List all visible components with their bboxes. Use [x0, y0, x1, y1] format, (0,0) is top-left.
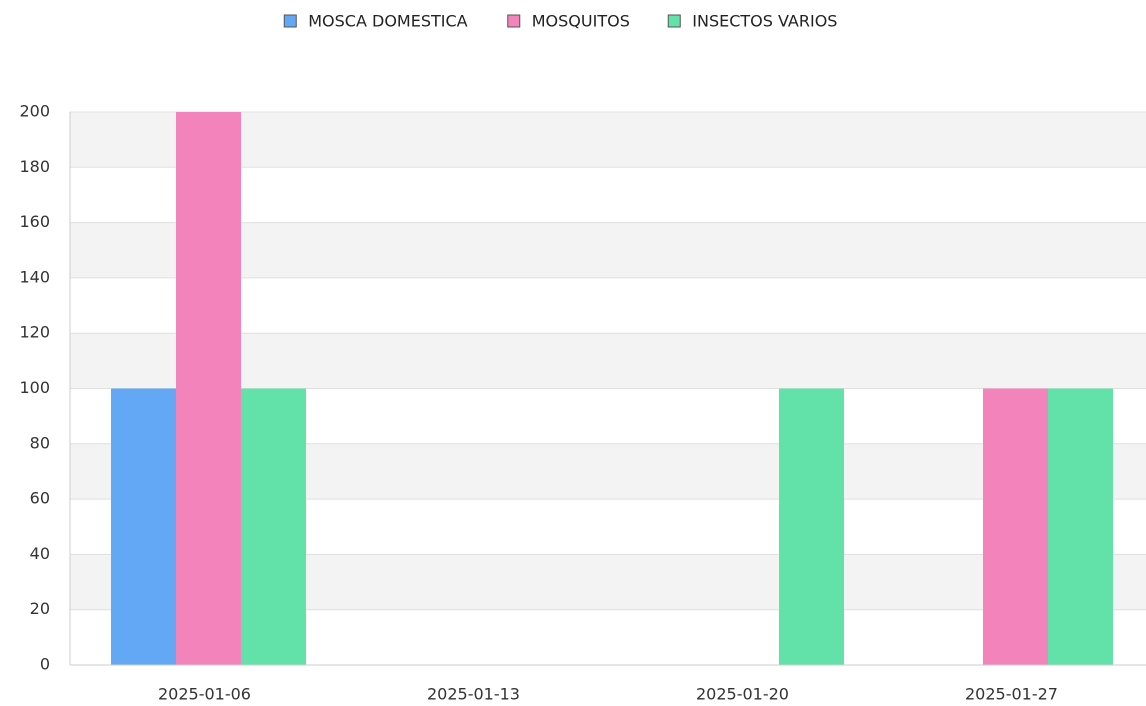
y-tick-label: 0: [40, 655, 50, 674]
bar: [983, 388, 1048, 665]
legend-label: INSECTOS VARIOS: [692, 12, 837, 31]
y-tick-label: 60: [30, 489, 50, 508]
bar: [779, 388, 844, 665]
y-tick-label: 160: [19, 212, 50, 231]
legend-label: MOSQUITOS: [532, 12, 630, 31]
legend-swatch: [283, 14, 297, 28]
legend: MOSCA DOMESTICA MOSQUITOS INSECTOS VARIOS: [283, 12, 837, 31]
bar: [241, 388, 306, 665]
grid-band: [70, 112, 1146, 168]
bar: [111, 388, 176, 665]
y-tick-label: 180: [19, 157, 50, 176]
y-tick-label: 140: [19, 267, 50, 286]
y-tick-label: 40: [30, 544, 50, 563]
legend-swatch: [507, 14, 521, 28]
x-tick-label: 2025-01-13: [427, 685, 520, 704]
legend-swatch: [667, 14, 681, 28]
x-tick-label: 2025-01-20: [696, 685, 789, 704]
y-tick-label: 200: [19, 102, 50, 121]
legend-label: MOSCA DOMESTICA: [308, 12, 467, 31]
x-tick-label: 2025-01-27: [965, 685, 1058, 704]
grid-band: [70, 222, 1146, 278]
bar: [176, 112, 241, 665]
x-tick-label: 2025-01-06: [158, 685, 251, 704]
y-tick-label: 80: [30, 433, 50, 452]
y-tick-label: 100: [19, 378, 50, 397]
grid-band: [70, 333, 1146, 389]
y-tick-label: 120: [19, 323, 50, 342]
y-tick-label: 20: [30, 599, 50, 618]
bar: [1048, 388, 1113, 665]
